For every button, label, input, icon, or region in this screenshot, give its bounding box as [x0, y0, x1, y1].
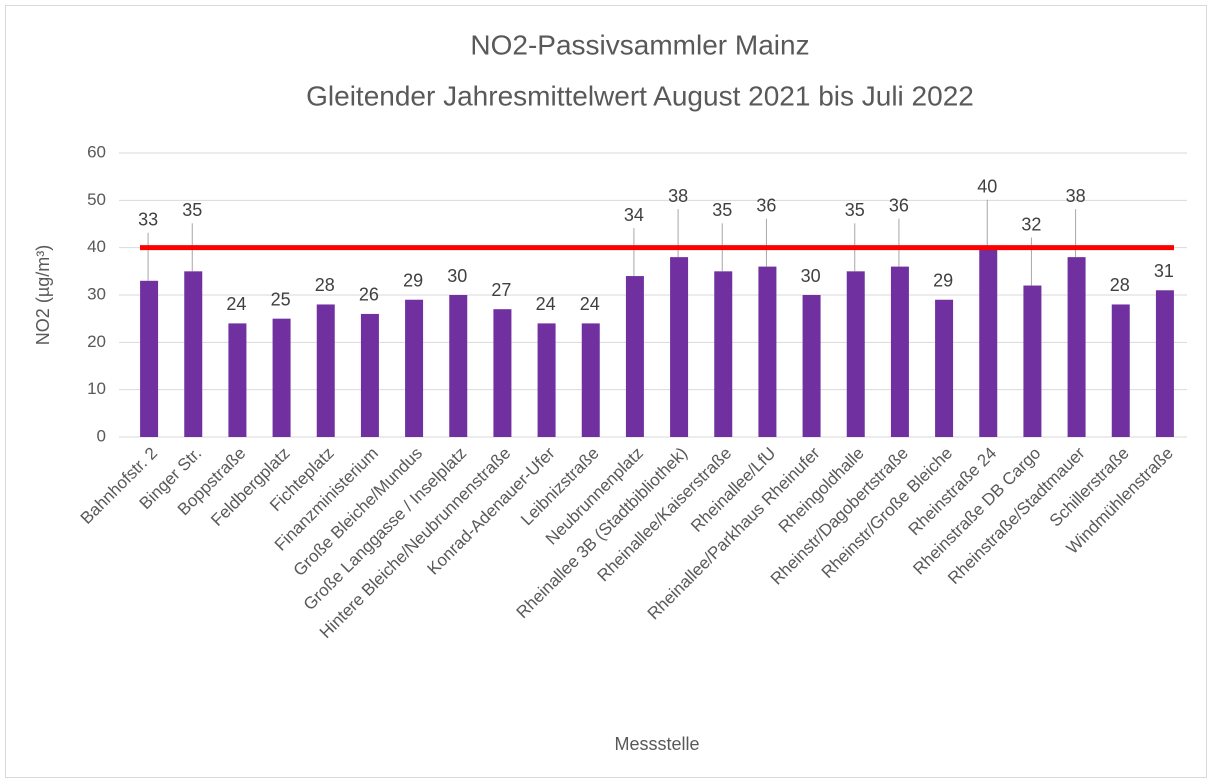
data-label: 38 — [1066, 186, 1086, 206]
y-tick-label: 50 — [87, 190, 106, 209]
bar — [184, 271, 203, 437]
data-label: 33 — [138, 210, 158, 230]
bar — [846, 271, 865, 437]
bar — [228, 323, 247, 437]
bar — [537, 323, 556, 437]
y-axis-label: NO2 (µg/m³) — [33, 245, 53, 345]
data-label: 24 — [226, 294, 246, 314]
bar — [890, 266, 909, 437]
data-label: 35 — [845, 200, 865, 220]
y-tick-label: 30 — [87, 284, 106, 303]
bar — [140, 280, 159, 437]
data-label: 25 — [271, 289, 291, 309]
data-label: 31 — [1154, 261, 1174, 281]
data-label: 29 — [933, 270, 953, 290]
bar — [405, 299, 424, 437]
data-label: 24 — [536, 294, 556, 314]
data-label: 35 — [712, 200, 732, 220]
chart-title: NO2-Passivsammler Mainz — [470, 29, 809, 60]
bar — [758, 266, 777, 437]
data-label: 30 — [447, 266, 467, 286]
x-axis-label: Messstelle — [614, 734, 699, 754]
data-label: 36 — [889, 195, 909, 215]
y-tick-label: 20 — [87, 332, 106, 351]
bar — [935, 299, 954, 437]
bar — [802, 295, 821, 437]
data-label: 26 — [359, 285, 379, 305]
data-label: 38 — [668, 186, 688, 206]
chart-subtitle: Gleitender Jahresmittelwert August 2021 … — [306, 80, 974, 111]
y-tick-label: 60 — [87, 142, 106, 161]
data-label: 32 — [1021, 214, 1041, 234]
y-tick-label: 40 — [87, 237, 106, 256]
bar — [1155, 290, 1174, 437]
bar — [714, 271, 733, 437]
bar — [316, 304, 335, 437]
bar — [625, 276, 644, 437]
data-label: 34 — [624, 205, 644, 225]
data-label: 36 — [756, 195, 776, 215]
bar — [493, 309, 512, 437]
data-label: 40 — [977, 176, 997, 196]
bar — [979, 247, 998, 437]
chart-frame — [5, 5, 1207, 778]
bar — [1023, 285, 1042, 437]
bar — [581, 323, 600, 437]
bar — [360, 313, 379, 437]
bar — [670, 257, 689, 437]
y-tick-label: 10 — [87, 379, 106, 398]
data-label: 30 — [801, 266, 821, 286]
data-label: 28 — [1110, 275, 1130, 295]
bar — [1111, 304, 1130, 437]
bar — [1067, 257, 1086, 437]
data-label: 29 — [403, 270, 423, 290]
y-tick-label: 0 — [97, 426, 106, 445]
data-label: 28 — [315, 275, 335, 295]
data-label: 27 — [491, 280, 511, 300]
data-label: 24 — [580, 294, 600, 314]
data-label: 35 — [182, 200, 202, 220]
bar — [272, 318, 291, 437]
bar — [449, 295, 468, 437]
